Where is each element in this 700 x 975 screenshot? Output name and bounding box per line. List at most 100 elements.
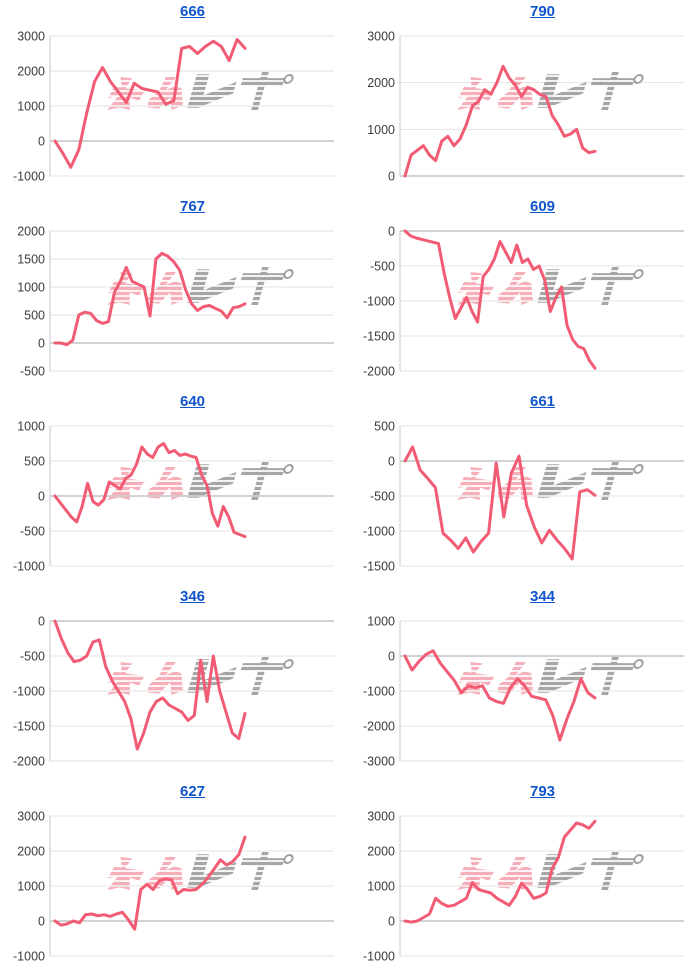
- svg-text:2000: 2000: [17, 845, 45, 859]
- chart-title-row: 609: [400, 198, 685, 216]
- svg-text:-2000: -2000: [13, 755, 45, 769]
- chart-grid-axes: 3000 2000 1000 0: [367, 30, 684, 184]
- chart-title-row: 346: [50, 588, 335, 606]
- svg-text:1000: 1000: [367, 880, 395, 894]
- svg-text:-2000: -2000: [363, 720, 395, 734]
- chart-title-link[interactable]: 790: [529, 3, 556, 20]
- svg-text:-1000: -1000: [13, 560, 45, 574]
- svg-text:-3000: -3000: [363, 755, 395, 769]
- chart-cell: 346 0-500-1000-1500-2000 みんレポ: [0, 585, 350, 780]
- chart-line: [403, 64, 597, 178]
- svg-text:-1500: -1500: [363, 560, 395, 574]
- svg-text:2000: 2000: [367, 845, 395, 859]
- chart-grid-axes: 3000 2000 1000 0 -1000: [363, 810, 684, 964]
- chart-title-link[interactable]: 344: [529, 588, 556, 605]
- chart-line: [403, 649, 597, 742]
- chart-title-link[interactable]: 346: [179, 588, 206, 605]
- chart-line: [53, 38, 247, 169]
- svg-text:1500: 1500: [17, 253, 45, 267]
- chart-grid-axes: 0 -500 -1000 -1500 -2000: [363, 225, 684, 379]
- svg-text:500: 500: [374, 420, 395, 434]
- chart-title-row: 640: [50, 393, 335, 411]
- chart-grid-axes: 0 -500 -1000 -1500 -2000: [13, 615, 334, 769]
- svg-text:0: 0: [38, 135, 45, 149]
- svg-text:1000: 1000: [17, 100, 45, 114]
- chart-line: [403, 819, 597, 924]
- svg-text:-500: -500: [20, 650, 45, 664]
- chart-title-link[interactable]: 627: [179, 783, 206, 800]
- svg-text:-1000: -1000: [363, 685, 395, 699]
- svg-text:2000: 2000: [17, 225, 45, 239]
- svg-text:-500: -500: [20, 525, 45, 539]
- chart-line: [53, 442, 247, 539]
- svg-text:1000: 1000: [367, 123, 395, 137]
- chart-line: [403, 229, 597, 370]
- svg-text:500: 500: [24, 455, 45, 469]
- svg-text:1000: 1000: [367, 615, 395, 629]
- chart-title-link[interactable]: 767: [179, 198, 206, 215]
- chart-title-row: 344: [400, 588, 685, 606]
- svg-text:-500: -500: [370, 260, 395, 274]
- svg-text:1000: 1000: [17, 420, 45, 434]
- svg-text:-1000: -1000: [13, 685, 45, 699]
- svg-text:0: 0: [38, 915, 45, 929]
- chart-grid-axes: 2000 1500 1000 500 0 -500: [17, 225, 334, 379]
- chart-title-link[interactable]: 793: [529, 783, 556, 800]
- chart-title-row: 661: [400, 393, 685, 411]
- svg-text:-1000: -1000: [13, 170, 45, 184]
- svg-text:0: 0: [388, 650, 395, 664]
- svg-text:1000: 1000: [17, 281, 45, 295]
- chart-title-row: 666: [50, 3, 335, 21]
- svg-text:-1500: -1500: [363, 330, 395, 344]
- svg-text:0: 0: [388, 170, 395, 184]
- chart-title-link[interactable]: 666: [179, 3, 206, 20]
- chart-title-row: 790: [400, 3, 685, 21]
- svg-text:3000: 3000: [367, 810, 395, 824]
- chart-grid-axes: 3000 2000 1000 0 -1000: [13, 30, 334, 184]
- svg-text:-500: -500: [20, 365, 45, 379]
- chart-line: [53, 619, 247, 751]
- svg-text:2000: 2000: [367, 76, 395, 90]
- svg-text:0: 0: [388, 915, 395, 929]
- chart-line: [403, 445, 597, 561]
- svg-text:3000: 3000: [17, 30, 45, 44]
- chart-grid-axes: 1000 500 0 -500 -1000: [13, 420, 334, 574]
- svg-text:2000: 2000: [17, 65, 45, 79]
- svg-text:-1000: -1000: [13, 950, 45, 964]
- chart-title-row: 793: [400, 783, 685, 801]
- svg-text:3000: 3000: [367, 30, 395, 44]
- svg-text:-1000: -1000: [363, 950, 395, 964]
- svg-text:-1500: -1500: [13, 720, 45, 734]
- chart-grid-axes: 3000 2000 1000 0 -1000: [13, 810, 334, 964]
- svg-text:0: 0: [38, 490, 45, 504]
- svg-text:-1000: -1000: [363, 295, 395, 309]
- svg-text:-500: -500: [370, 490, 395, 504]
- svg-text:3000: 3000: [17, 810, 45, 824]
- svg-text:-2000: -2000: [363, 365, 395, 379]
- chart-grid-axes: 500 0 -500 -1000 -1500: [363, 420, 684, 574]
- svg-text:0: 0: [38, 337, 45, 351]
- svg-text:0: 0: [388, 225, 395, 239]
- chart-title-link[interactable]: 661: [529, 393, 556, 410]
- chart-title-row: 627: [50, 783, 335, 801]
- svg-text:1000: 1000: [17, 880, 45, 894]
- chart-title-row: 767: [50, 198, 335, 216]
- chart-line: [53, 835, 247, 931]
- chart-title-link[interactable]: 609: [529, 198, 556, 215]
- svg-text:0: 0: [388, 455, 395, 469]
- svg-text:500: 500: [24, 309, 45, 323]
- chart-cell: 609 0-500-1000-1500-2000 みんレポ: [350, 195, 700, 390]
- chart-line: [53, 251, 247, 347]
- svg-text:0: 0: [38, 615, 45, 629]
- chart-title-link[interactable]: 640: [179, 393, 206, 410]
- svg-text:-1000: -1000: [363, 525, 395, 539]
